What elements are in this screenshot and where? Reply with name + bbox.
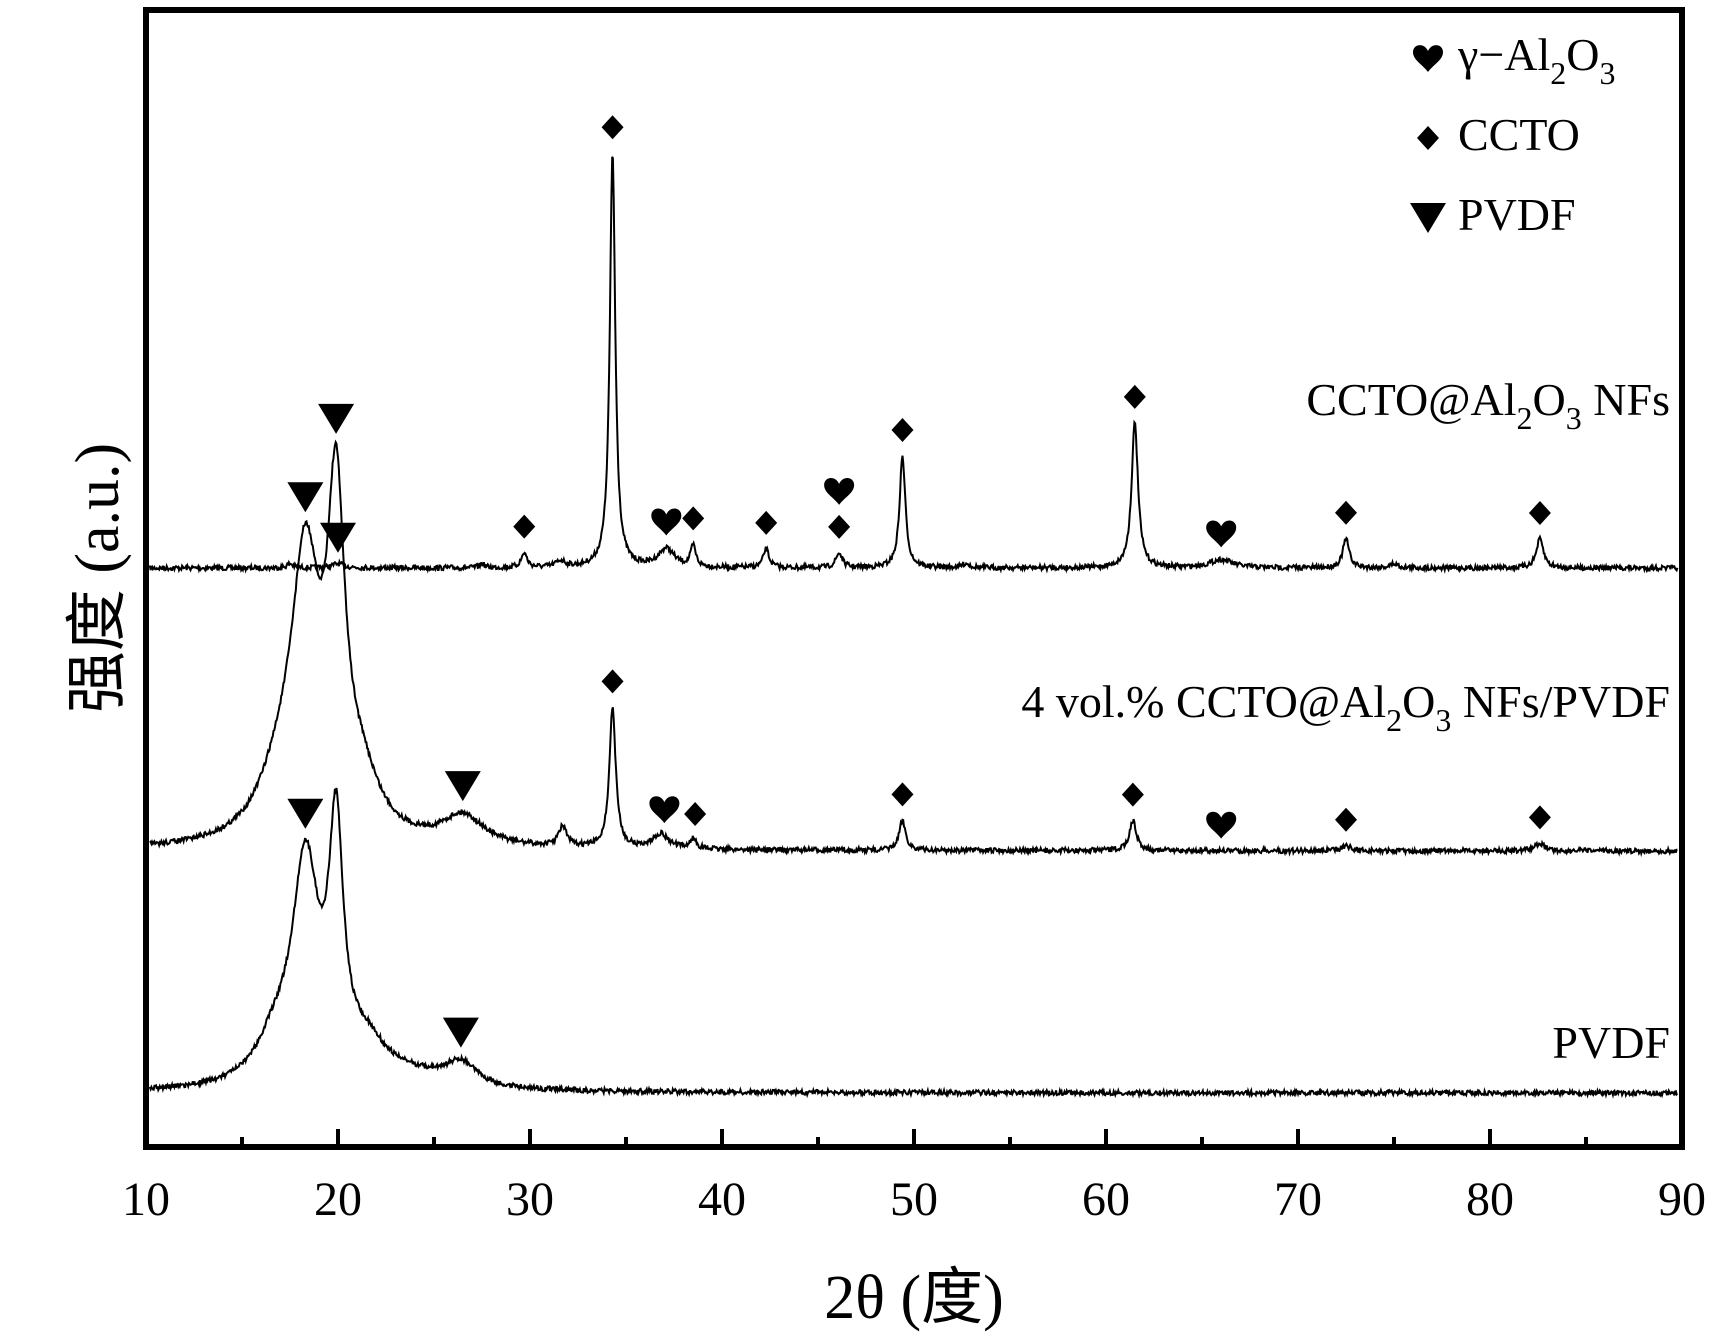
triangle-marker bbox=[287, 798, 324, 829]
diamond-marker bbox=[1335, 807, 1357, 832]
x-axis-ticks: 10 20 30 40 50 60 70 80 90 bbox=[122, 1129, 1706, 1226]
legend-entry-label: γ−Al2O3 bbox=[1457, 29, 1616, 91]
legend-entry-label: PVDF bbox=[1458, 189, 1576, 240]
x-tick-label: 30 bbox=[506, 1173, 554, 1226]
diamond-marker bbox=[1528, 805, 1551, 830]
series-label: 4 vol.% CCTO@Al2O3 NFs/PVDF bbox=[1021, 676, 1670, 738]
diamond-marker bbox=[684, 802, 707, 827]
diamond-marker bbox=[682, 506, 705, 531]
triangle-marker bbox=[1410, 203, 1446, 233]
heart-marker bbox=[1206, 520, 1237, 548]
heart-marker bbox=[649, 796, 680, 824]
y-axis-title: 强度 (a.u.) bbox=[64, 443, 132, 713]
series-labels: CCTO@Al2O3 NFs 4 vol.% CCTO@Al2O3 NFs/PVD… bbox=[1021, 374, 1670, 1068]
diamond-marker bbox=[601, 115, 624, 140]
x-tick-label: 70 bbox=[1274, 1173, 1322, 1226]
marker-layer bbox=[287, 115, 1551, 1048]
diamond-marker bbox=[1528, 500, 1551, 525]
triangle-marker bbox=[287, 482, 324, 513]
diamond-marker bbox=[755, 510, 778, 535]
legend-entry-label: CCTO bbox=[1458, 109, 1580, 160]
diamond-marker bbox=[1123, 384, 1146, 409]
series-label: CCTO@Al2O3 NFs bbox=[1306, 374, 1670, 436]
x-tick-label: 40 bbox=[698, 1173, 746, 1226]
triangle-marker bbox=[318, 403, 355, 434]
plot-frame bbox=[143, 7, 1685, 1150]
series-line bbox=[148, 787, 1679, 1099]
diamond-marker bbox=[1335, 500, 1357, 525]
x-tick-label: 10 bbox=[122, 1173, 170, 1226]
diamond-marker bbox=[601, 669, 624, 694]
series-label: PVDF bbox=[1552, 1017, 1670, 1068]
diamond-marker bbox=[828, 514, 851, 539]
series-layer bbox=[148, 156, 1679, 1099]
diamond-marker bbox=[1417, 126, 1439, 150]
diamond-marker bbox=[891, 782, 914, 807]
series-line bbox=[149, 439, 1678, 858]
diamond-marker bbox=[1121, 782, 1144, 807]
x-tick-label: 80 bbox=[1466, 1173, 1514, 1226]
heart-marker bbox=[824, 478, 855, 505]
x-tick-label: 50 bbox=[890, 1173, 938, 1226]
legend: γ−Al2O3 CCTO PVDF bbox=[1410, 29, 1616, 240]
heart-marker bbox=[1413, 45, 1443, 72]
heart-marker bbox=[1206, 811, 1237, 839]
x-tick-label: 20 bbox=[314, 1173, 362, 1226]
heart-marker bbox=[651, 508, 682, 536]
triangle-marker bbox=[444, 771, 481, 802]
triangle-marker bbox=[442, 1017, 479, 1048]
x-axis-title: 2θ (度) bbox=[824, 1264, 1004, 1332]
triangle-marker bbox=[320, 522, 356, 553]
series-line bbox=[148, 156, 1679, 574]
x-tick-label: 90 bbox=[1658, 1173, 1706, 1226]
diamond-marker bbox=[513, 514, 536, 539]
x-tick-label: 60 bbox=[1082, 1173, 1130, 1226]
diamond-marker bbox=[891, 417, 914, 442]
